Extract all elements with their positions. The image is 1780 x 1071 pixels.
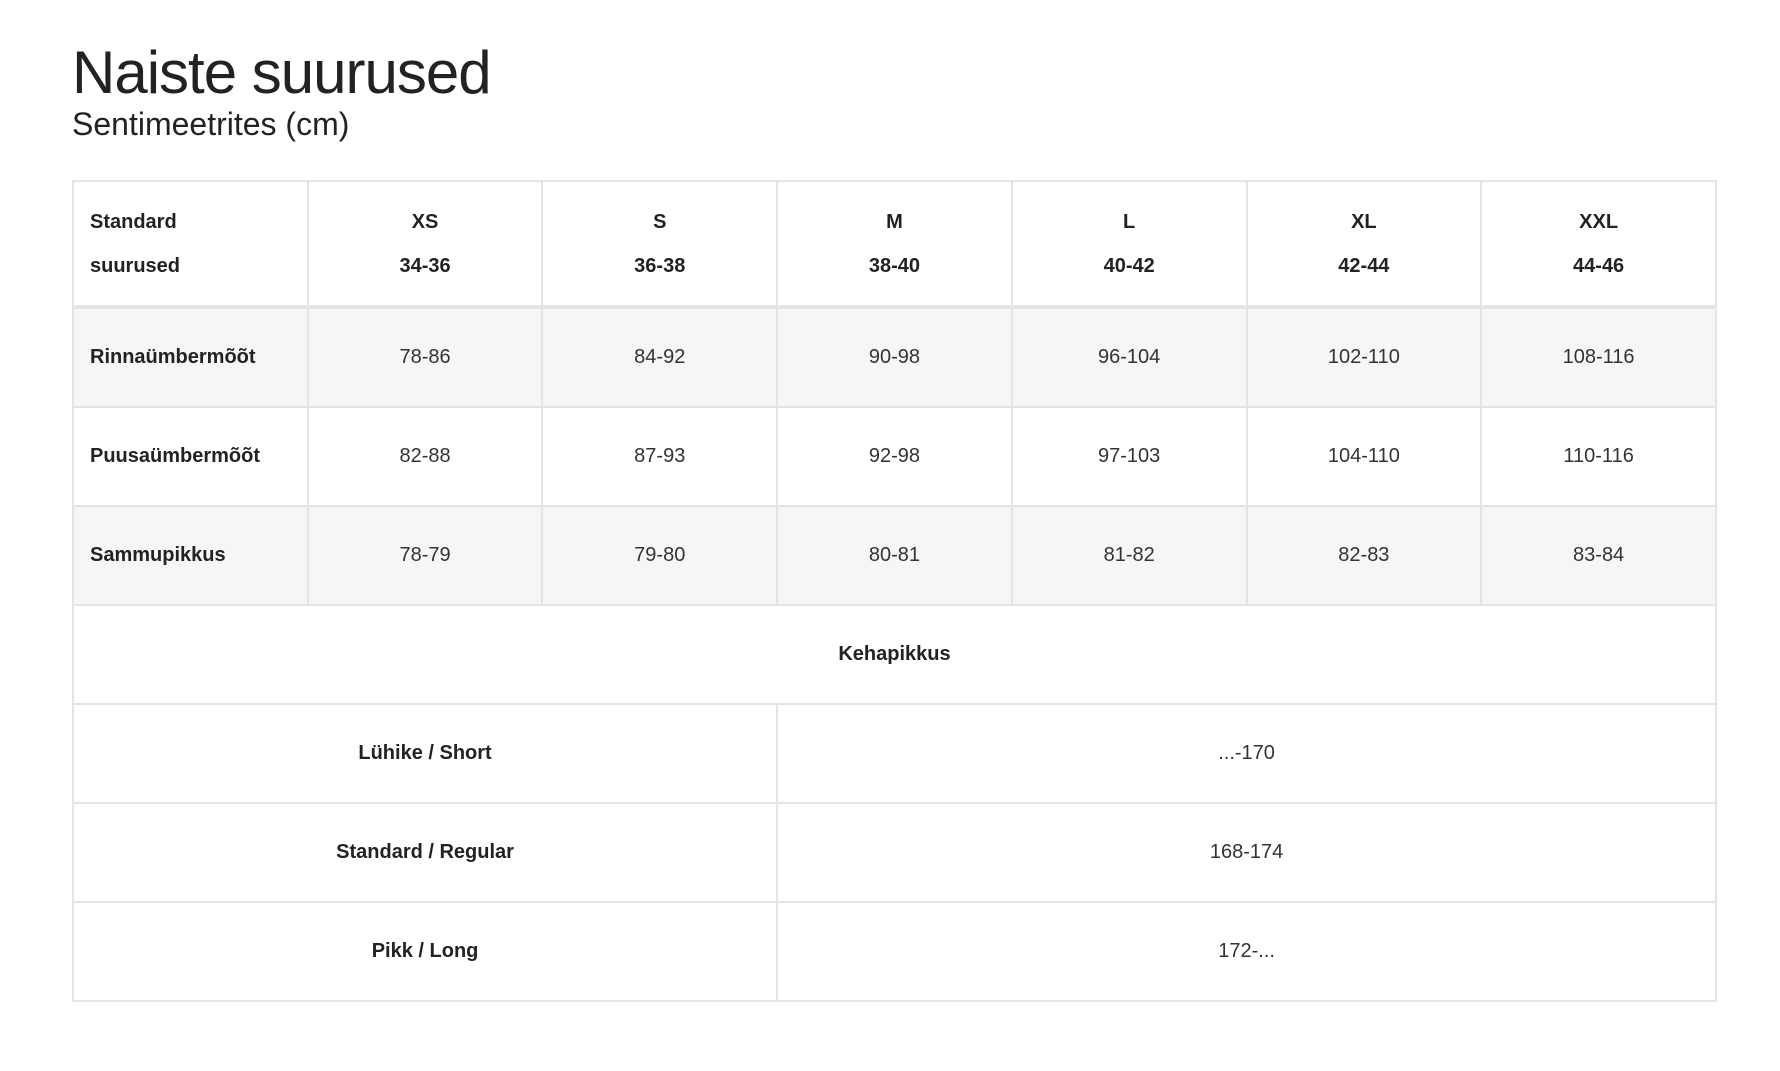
table-row-chest: Rinnaümbermõõt 78-86 84-92 90-98 96-104 …	[72, 306, 1717, 408]
size-range: 36-38	[634, 254, 686, 277]
cell: 78-86	[306, 306, 544, 408]
header-size-l: L 40-42	[1010, 180, 1248, 308]
length-label: Standard / Regular	[71, 802, 779, 903]
size-name: XL	[1351, 210, 1377, 233]
cell: 80-81	[776, 505, 1013, 606]
page-title: Naiste suurused	[72, 39, 492, 106]
length-value: ...-170	[776, 703, 1717, 804]
size-name: L	[1123, 210, 1136, 233]
cell: 92-98	[776, 406, 1013, 507]
cell: 108-116	[1480, 306, 1717, 408]
table-row-inseam: Sammupikkus 78-79 79-80 80-81 81-82 82-8…	[72, 505, 1717, 606]
length-row-short: Lühike / Short ...-170	[71, 703, 1717, 804]
length-section-header: Kehapikkus	[72, 604, 1717, 705]
cell: 104-110	[1245, 406, 1483, 507]
cell: 83-84	[1480, 505, 1717, 606]
table-row-hip: Puusaümbermõõt 82-88 87-93 92-98 97-103 …	[72, 406, 1717, 507]
size-range: 44-46	[1573, 254, 1625, 277]
length-section-title: Kehapikkus	[72, 604, 1717, 705]
size-table: Standard suurused XS 34-36 S 36-38 M 38-40 L…	[71, 180, 1717, 1002]
cell: 82-88	[306, 406, 544, 507]
cell: 87-93	[541, 406, 779, 507]
cell: 79-80	[541, 505, 779, 606]
length-value: 168-174	[776, 802, 1717, 903]
size-name: M	[886, 210, 903, 233]
row-label: Sammupikkus	[72, 505, 309, 606]
cell: 96-104	[1010, 306, 1248, 408]
size-range: 40-42	[1103, 254, 1155, 277]
header-size-xxl: XXL 44-46	[1480, 180, 1717, 308]
cell: 97-103	[1010, 406, 1248, 507]
length-label: Pikk / Long	[71, 901, 779, 1002]
header-label-line2: suurused	[90, 254, 181, 277]
length-row-long: Pikk / Long 172-...	[71, 901, 1717, 1002]
row-label: Rinnaümbermõõt	[72, 306, 309, 408]
cell: 110-116	[1480, 406, 1717, 507]
header-size-xl: XL 42-44	[1245, 180, 1483, 308]
page-subtitle: Sentimeetrites (cm)	[72, 106, 350, 142]
size-range: 42-44	[1338, 254, 1390, 277]
cell: 82-83	[1245, 505, 1483, 606]
size-name: S	[653, 210, 667, 233]
size-name: XS	[411, 210, 439, 233]
cell: 90-98	[776, 306, 1013, 408]
header-size-s: S 36-38	[541, 180, 779, 308]
table-header-row: Standard suurused XS 34-36 S 36-38 M 38-40 L…	[72, 180, 1717, 308]
length-label: Lühike / Short	[71, 703, 779, 804]
header-size-xs: XS 34-36	[306, 180, 544, 308]
header-label: Standard suurused	[72, 180, 309, 308]
length-row-regular: Standard / Regular 168-174	[71, 802, 1717, 903]
size-name: XXL	[1579, 210, 1619, 233]
size-range: 34-36	[399, 254, 451, 277]
cell: 84-92	[541, 306, 779, 408]
header-label-line1: Standard	[90, 210, 177, 233]
row-label: Puusaümbermõõt	[72, 406, 309, 507]
cell: 78-79	[306, 505, 544, 606]
length-value: 172-...	[776, 901, 1717, 1002]
cell: 81-82	[1010, 505, 1248, 606]
cell: 102-110	[1245, 306, 1483, 408]
size-range: 38-40	[868, 254, 921, 277]
header-size-m: M 38-40	[776, 180, 1013, 308]
